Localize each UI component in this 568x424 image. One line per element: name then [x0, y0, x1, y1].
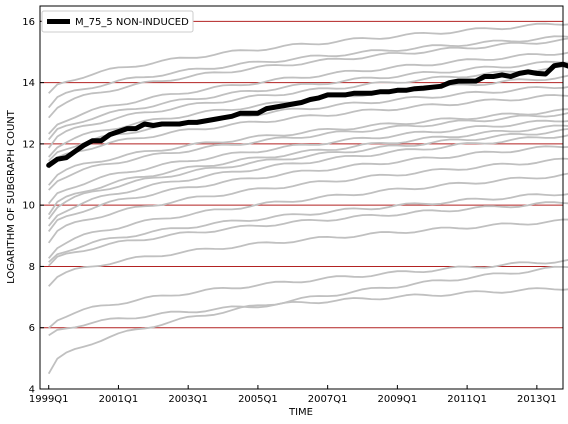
background-series-line — [48, 172, 568, 259]
x-axis-ticks: 1999Q1 2001Q1 2003Q1 2005Q1 2007Q1 2009Q1 2011… — [29, 385, 557, 405]
background-series-line — [47, 145, 568, 232]
y-tick-label: 12 — [22, 139, 35, 150]
background-series-line — [48, 218, 568, 287]
highlight-series-line — [46, 61, 568, 168]
y-tick-label: 16 — [22, 17, 35, 28]
x-tick-label: 2011Q1 — [447, 394, 487, 405]
background-series-line — [48, 86, 568, 162]
y-tick-label: 8 — [29, 262, 35, 273]
background-series-line — [48, 35, 568, 109]
background-series-line — [48, 60, 568, 141]
background-series-line — [47, 128, 568, 220]
y-tick-label: 6 — [29, 323, 35, 334]
y-axis-label: LOGARITHM OF SUBGRAPH COUNT — [6, 109, 17, 284]
x-tick-label: 2013Q1 — [517, 394, 557, 405]
background-series-line — [48, 94, 568, 169]
legend-box — [41, 10, 194, 33]
background-series-line — [47, 265, 568, 375]
background-series-line — [48, 112, 568, 191]
x-axis-label: TIME — [288, 407, 313, 418]
background-series-line — [47, 124, 568, 216]
x-tick-label: 1999Q1 — [29, 394, 69, 405]
background-series-line — [47, 157, 568, 244]
x-tick-label: 2009Q1 — [378, 394, 418, 405]
legend: M_75_5 NON-INDUCED — [41, 10, 194, 33]
x-tick-label: 2005Q1 — [238, 394, 278, 405]
background-series-line — [48, 193, 568, 263]
legend-label: M_75_5 NON-INDUCED — [75, 17, 189, 28]
background-series-line — [48, 201, 568, 267]
background-series-line — [48, 22, 568, 94]
x-tick-label: 2007Q1 — [308, 394, 348, 405]
background-series-line — [48, 287, 568, 337]
y-tick-label: 10 — [22, 201, 35, 212]
background-series-line — [48, 259, 568, 329]
y-axis-ticks: 4 6 8 10 12 14 16 — [22, 17, 44, 396]
background-series-line — [48, 134, 568, 227]
highlight-series-group — [46, 61, 568, 168]
plot-frame — [39, 5, 564, 390]
background-series-line — [48, 119, 568, 205]
y-tick-label: 14 — [22, 78, 35, 89]
background-series-line — [48, 108, 568, 186]
x-tick-label: 2003Q1 — [168, 394, 208, 405]
background-series-line — [47, 65, 568, 149]
background-series-line — [48, 37, 568, 119]
x-tick-label: 2001Q1 — [99, 394, 139, 405]
background-series-line — [48, 51, 568, 135]
y-tick-label: 4 — [29, 385, 35, 396]
